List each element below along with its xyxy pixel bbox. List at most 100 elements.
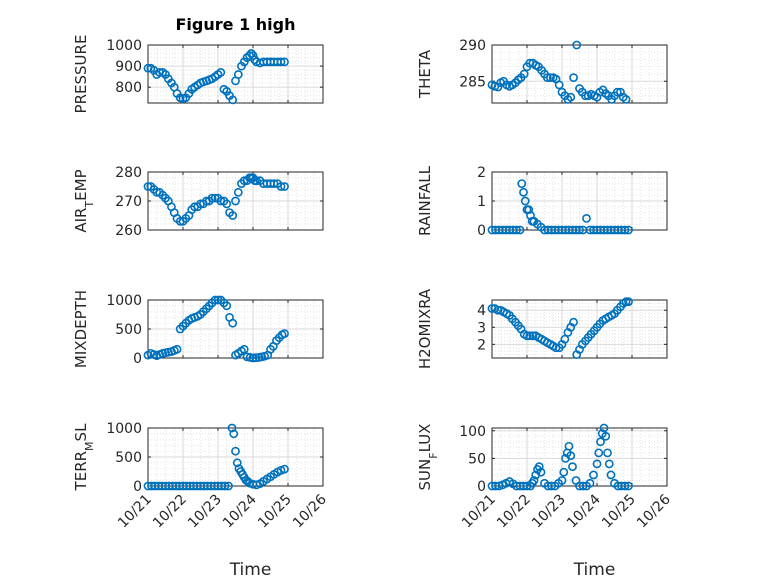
- x-tick-label: 10/22: [494, 492, 534, 532]
- x-tick-label: 10/22: [150, 492, 190, 532]
- x-tick-label: 10/24: [220, 491, 260, 531]
- data-point: [525, 331, 535, 341]
- data-point: [222, 199, 232, 209]
- data-point: [493, 305, 503, 315]
- data-point: [581, 91, 590, 101]
- y-tick-label: 0: [133, 351, 142, 367]
- data-point: [542, 73, 552, 83]
- y-tick-label: 50: [468, 451, 486, 467]
- y-tick-label: 500: [115, 450, 142, 466]
- data-point: [520, 196, 530, 206]
- data-point: [276, 57, 286, 67]
- data-point: [589, 470, 598, 480]
- data-point: [621, 94, 631, 104]
- y-tick-label: 800: [115, 80, 142, 96]
- y-axis-label-4: MIXDEPTH: [72, 290, 90, 368]
- y-tick-label: 1: [477, 194, 486, 210]
- y-tick-label: 0: [133, 479, 142, 495]
- y-axis-label-2: AIRTEMP: [72, 169, 96, 232]
- y-tick-label: 1000: [106, 293, 142, 309]
- y-axis-label-3: RAINFALL: [416, 165, 434, 236]
- data-point: [575, 225, 584, 235]
- data-point: [220, 481, 230, 491]
- data-point: [231, 196, 240, 206]
- data-point: [620, 225, 630, 235]
- data-point: [599, 423, 609, 433]
- data-point: [519, 187, 528, 197]
- x-tick-label: 10/23: [185, 492, 225, 532]
- data-point: [227, 423, 237, 433]
- data-point: [624, 297, 633, 307]
- y-tick-label: 270: [115, 194, 142, 210]
- data-point: [487, 304, 497, 313]
- data-point: [554, 80, 564, 90]
- data-point: [245, 51, 254, 60]
- x-tick-label: 10/25: [255, 492, 295, 532]
- y-tick-label: 2: [477, 337, 486, 353]
- subplot-2: 285 290 THETA: [416, 38, 668, 104]
- data-point: [228, 318, 238, 328]
- data-point: [594, 448, 604, 458]
- subplot-6: 234 H2OMIXRA: [416, 288, 668, 369]
- data-point: [557, 476, 567, 485]
- data-point: [536, 467, 546, 477]
- data-point: [546, 73, 555, 83]
- data-point: [529, 476, 539, 485]
- subplot-5: 0 500 1000 MIXDEPTH: [72, 290, 324, 368]
- y-tick-label: 0: [477, 479, 486, 495]
- y-tick-label: 3: [477, 320, 486, 336]
- subplot-8: 0 50 100 SUNFLUX 10/2110/2210/2310/2410/2510…: [416, 424, 674, 580]
- subplot-3: 260 270 280 AIRTEMP: [72, 165, 324, 239]
- data-point: [210, 295, 220, 305]
- data-point: [604, 459, 614, 469]
- data-point: [246, 49, 256, 58]
- data-point: [524, 205, 534, 215]
- y-tick-label: 0: [477, 223, 486, 239]
- data-point: [569, 73, 578, 83]
- y-tick-label: 2: [477, 165, 486, 181]
- data-point: [517, 179, 527, 188]
- y-axis-label-7: SUNFLUX: [416, 424, 440, 491]
- data-point: [603, 448, 612, 458]
- x-tick-label: 10/21: [115, 492, 155, 532]
- y-tick-label: 285: [459, 74, 486, 90]
- y-tick-label: 1000: [106, 421, 142, 437]
- data-point: [566, 92, 576, 102]
- subplot-4: 0 1 2 RAINFALL: [416, 165, 668, 239]
- data-point: [522, 331, 532, 341]
- data-point: [564, 441, 574, 451]
- data-point: [515, 225, 525, 235]
- subplot-1: 800 900 1000 PRESSURE Figure 1 high: [72, 15, 324, 113]
- x-axis-label: Time: [229, 560, 272, 580]
- x-tick-label: 10/26: [634, 491, 674, 531]
- axes-box: [491, 299, 668, 359]
- data-point: [228, 95, 238, 105]
- data-point: [560, 334, 570, 344]
- x-tick-label: 10/24: [564, 491, 604, 531]
- data-point: [519, 69, 529, 79]
- data-point: [276, 182, 286, 191]
- data-point: [569, 317, 578, 327]
- data-point: [280, 329, 289, 339]
- data-point: [216, 68, 226, 77]
- data-point: [207, 193, 217, 203]
- chart-title: Figure 1 high: [176, 15, 296, 34]
- data-point: [592, 459, 602, 469]
- data-point: [222, 301, 232, 311]
- y-tick-label: 4: [477, 303, 486, 319]
- axes-box: [491, 44, 668, 104]
- data-point: [566, 451, 576, 461]
- data-point: [612, 87, 622, 97]
- data-point: [512, 225, 521, 235]
- y-tick-label: 260: [115, 223, 142, 239]
- data-point: [596, 437, 605, 447]
- data-point: [269, 179, 279, 188]
- x-axis-label: Time: [573, 560, 616, 580]
- data-point: [280, 464, 289, 474]
- data-point: [280, 182, 289, 191]
- data-point: [606, 470, 616, 480]
- data-point: [224, 481, 233, 491]
- y-tick-label: 290: [459, 38, 486, 54]
- data-point: [528, 331, 538, 341]
